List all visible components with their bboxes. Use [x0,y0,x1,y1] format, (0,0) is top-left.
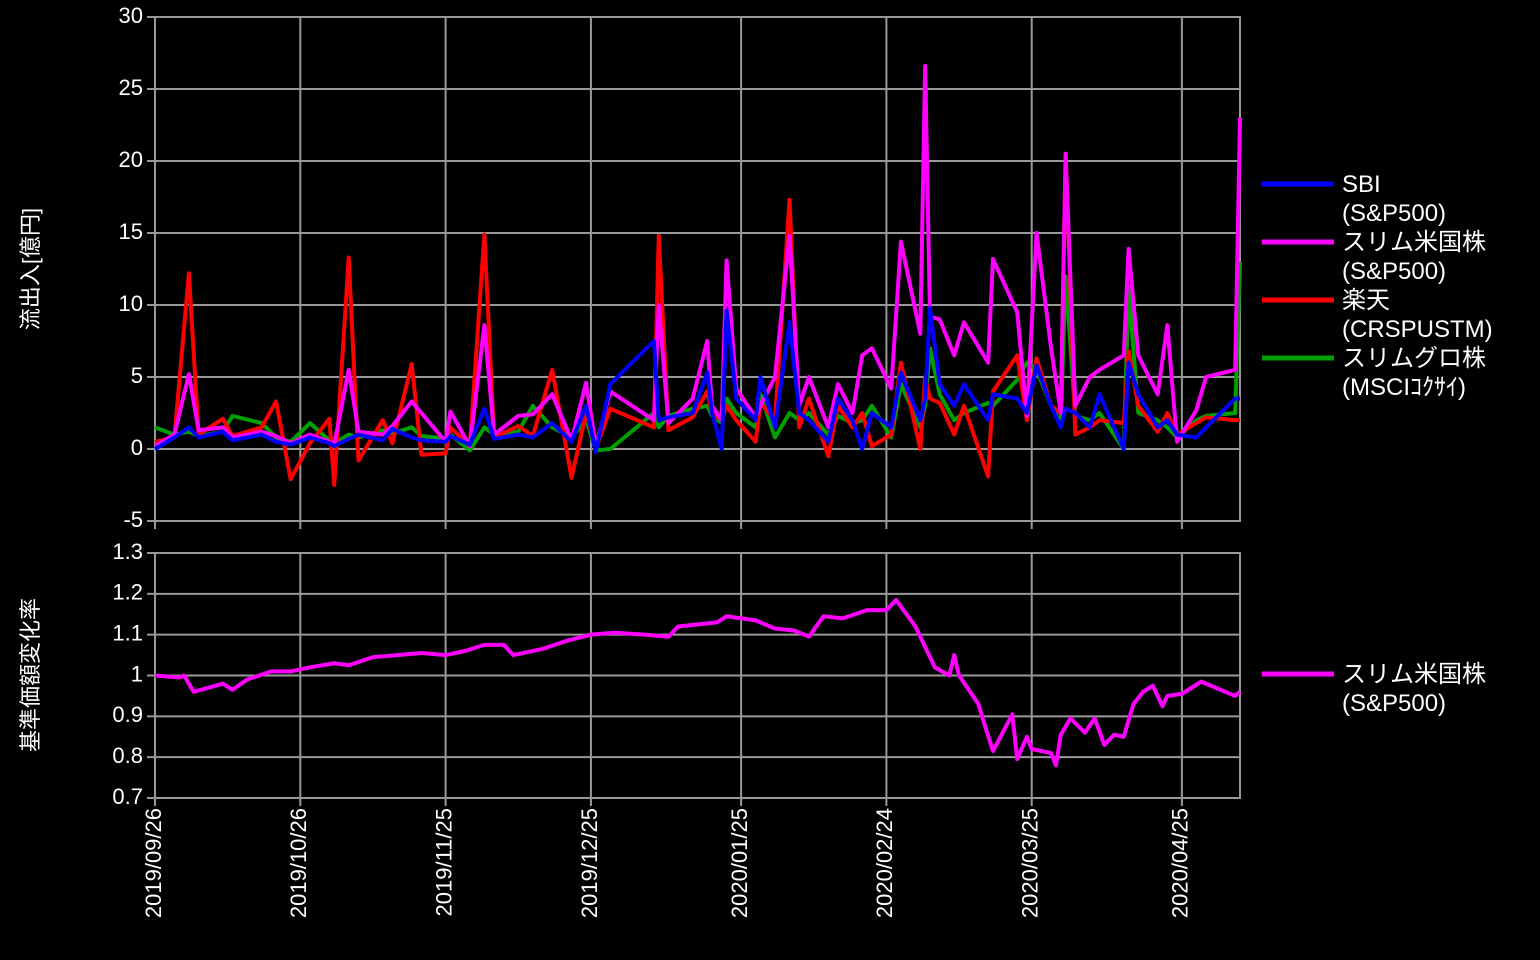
y-axis-title: 流出入[億円] [18,208,43,330]
y-tick-label: 15 [119,219,143,244]
y-tick-label: 1.3 [112,539,143,564]
data-line [154,151,1240,487]
x-tick-label: 2019/09/26 [141,808,166,918]
y-axis-title: 基準価額変化率 [18,598,43,752]
legend-label: スリムグロ株 (MSCIｺｸｻｲ) [1342,345,1486,401]
data-line [154,261,1242,453]
x-tick-label: 2020/03/25 [1018,808,1043,918]
x-tick-label: 2019/11/25 [431,808,456,916]
y-tick-label: 0.9 [112,702,143,727]
y-tick-label: 5 [131,363,143,388]
x-tick-label: 2019/10/26 [286,808,311,918]
y-tick-label: 0.7 [112,784,143,809]
y-tick-label: 1.2 [112,580,143,605]
x-tick-label: 2019/12/25 [577,808,602,918]
legend-label: SBI (S&P500) [1342,171,1447,227]
y-tick-label: 1.1 [112,620,143,645]
x-tick-label: 2020/02/24 [872,808,897,918]
y-tick-label: 1 [131,661,143,686]
legend-label: 楽天 (CRSPUSTM) [1342,287,1493,343]
y-tick-label: 0 [131,435,143,460]
data-line [154,597,1242,768]
y-tick-label: -5 [123,507,143,532]
data-line [153,63,1242,449]
y-tick-label: 25 [119,75,143,100]
data-line [153,305,1240,454]
y-tick-label: 20 [119,147,143,172]
x-tick-label: 2020/04/25 [1168,808,1193,918]
y-tick-label: 0.8 [112,743,143,768]
legend-label: スリム米国株 (S&P500) [1342,229,1486,285]
y-tick-label: 30 [119,3,143,28]
y-tick-label: 10 [119,291,143,316]
plot-frame [154,16,1241,522]
x-tick-label: 2020/01/25 [727,808,752,918]
legend-label: スリム米国株 (S&P500) [1342,661,1486,717]
